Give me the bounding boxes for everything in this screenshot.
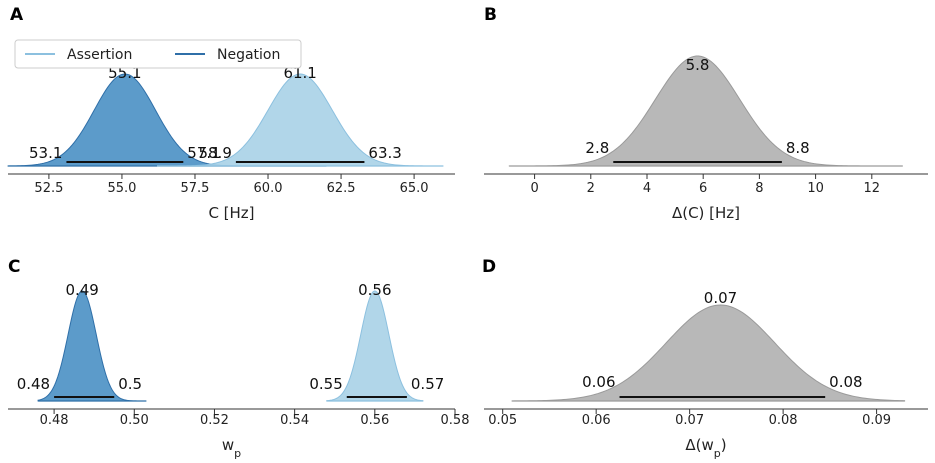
hdi-low-label-difference: 2.8 [585,139,609,157]
x-tick-label: 0.54 [280,413,309,428]
legend-label-assertion: Assertion [67,47,132,63]
x-tick-label: 0.48 [40,413,69,428]
mean-label-difference: 0.07 [704,289,737,307]
hdi-high-label-assertion: 0.57 [411,375,444,393]
mean-label-negation: 0.49 [65,281,98,299]
x-tick-label: 0.05 [488,413,517,428]
hdi-high-label-negation: 57.1 [187,144,220,162]
x-tick-label: 2 [587,181,595,196]
mean-label-difference: 5.8 [686,56,710,74]
panel-letter-c: C [8,257,20,277]
x-tick-label: 0.07 [675,413,704,428]
legend-frame [14,39,302,69]
panel-letter-b: B [484,5,497,25]
x-tick-label: 10 [807,181,824,196]
x-tick-label: 60.0 [254,181,283,196]
hdi-high-label-difference: 8.8 [786,139,810,157]
hdi-high-label-assertion: 63.3 [368,144,401,162]
x-tick-label: 6 [699,181,707,196]
x-tick-label: 0.56 [360,413,389,428]
hdi-low-label-negation: 53.1 [29,144,62,162]
x-axis-label: wp [222,436,241,460]
x-tick-label: 55.0 [107,181,136,196]
x-tick-label: 0.09 [862,413,891,428]
panel-a: 52.5 55.0 57.5 60.0 62.5 65.0C [Hz]55.153.1 57… [7,64,455,222]
hdi-high-label-difference: 0.08 [829,373,862,391]
density-difference [511,304,906,402]
mean-label-assertion: 0.56 [358,281,391,299]
x-tick-label: 52.5 [34,181,63,196]
panel-b: 0 2 4 6 8 10 12 Δ(C) [Hz] 5.8 2.8 8.8 [484,55,928,222]
hdi-low-label-difference: 0.06 [582,373,615,391]
x-tick-label: 57.5 [181,181,210,196]
x-tick-label: 0 [530,181,538,196]
legend-label-negation: Negation [217,47,280,63]
hdi-low-label-assertion: 0.55 [309,375,342,393]
x-tick-label: 0.50 [120,413,149,428]
panel-letter-d: D [482,257,496,277]
density-assertion [326,290,424,402]
hdi-high-label-negation: 0.5 [118,375,142,393]
x-axis-label: C [Hz] [208,204,254,222]
panel-letter-a: A [10,5,24,25]
hdi-low-label-negation: 0.48 [17,375,50,393]
x-axis-label: Δ(C) [Hz] [672,204,740,222]
panel-d: 0.05 0.06 0.07 0.08 0.09 Δ(wp) 0.07 0.06 0.08 [484,289,928,460]
x-tick-label: 8 [755,181,763,196]
x-tick-label: 12 [864,181,881,196]
x-tick-label: 4 [643,181,651,196]
x-tick-label: 0.08 [769,413,798,428]
x-tick-label: 62.5 [327,181,356,196]
x-tick-label: 0.06 [582,413,611,428]
x-tick-label: 65.0 [400,181,429,196]
hdi-low-label-assertion: 58.9 [198,144,231,162]
x-tick-label: 0.58 [441,413,470,428]
x-axis-label: Δ(wp) [685,436,726,460]
panel-c: 0.48 0.50 0.52 0.54 0.56 0.58 wp 0.49 0.48 0.5 0.5… [8,281,469,460]
x-tick-label: 0.52 [200,413,229,428]
density-assertion [156,73,444,167]
legend: Assertion Negation [14,39,302,69]
